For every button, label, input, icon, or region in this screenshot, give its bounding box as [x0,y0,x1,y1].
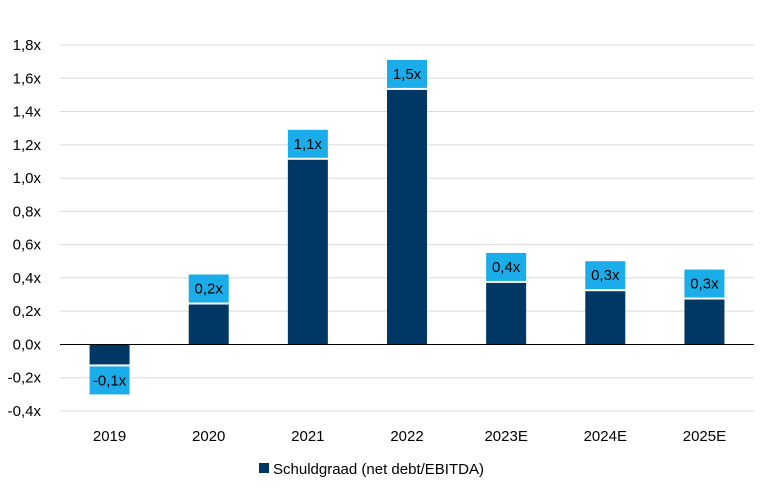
data-label-box [89,366,130,395]
y-tick-label: 0,8x [13,203,42,220]
data-label-text: 0,2x [195,281,224,298]
bar [486,282,527,345]
x-tick-label: 2022 [390,428,423,445]
bar [89,344,130,365]
y-tick-label: 0,6x [13,237,42,254]
data-label-text: -0,1x [93,372,127,389]
y-tick-label: 0,4x [13,270,42,287]
y-tick-label: 1,0x [13,170,42,187]
bars [89,89,725,365]
bar [585,291,626,345]
y-tick-label: 1,8x [13,37,42,54]
data-label: -0,1x [89,366,130,395]
x-axis-ticks: 2019 2020 2021 2022 2023E 2024E 2025E [93,428,726,445]
data-label-text: 0,4x [492,259,521,276]
data-label: 0,3x [684,269,725,298]
data-label-box [188,274,229,303]
data-label-text: 1,1x [294,136,323,153]
data-label-box [684,269,725,298]
y-tick-label: -0,4x [8,403,42,420]
data-label-text: 0,3x [591,267,620,284]
legend: Schuldgraad (net debt/EBITDA) [259,461,484,478]
x-tick-label: 2019 [93,428,126,445]
data-label-text: 1,5x [393,66,422,83]
data-label: 0,4x [486,252,527,281]
data-label-box [486,252,527,281]
y-axis-ticks: -0,4x -0,2x 0,0x 0,2x 0,4x 0,6x 0,8x 1,0x 1,2x 1,… [8,37,42,420]
legend-swatch [259,463,269,473]
y-tick-label: 1,4x [13,104,42,121]
x-tick-label: 2023E [484,428,527,445]
y-tick-label: 0,0x [13,336,42,353]
x-tick-label: 2021 [291,428,324,445]
bar [387,89,427,345]
bar [684,299,725,345]
x-tick-label: 2020 [192,428,225,445]
data-label-box [387,59,427,88]
data-label-box [585,261,626,290]
y-tick-label: 1,6x [13,70,42,87]
data-label: 0,3x [585,261,626,290]
data-label: 0,2x [188,274,229,303]
y-tick-label: -0,2x [8,370,42,387]
legend-label: Schuldgraad (net debt/EBITDA) [273,461,484,478]
y-tick-label: 0,2x [13,303,42,320]
data-label-box [287,129,328,158]
data-label: 1,5x [387,59,427,88]
x-tick-label: 2024E [584,428,627,445]
data-label: 1,1x [287,129,328,158]
data-labels: -0,1x 0,2x 1,1x 1,5x 0,4x 0,3x 0,3x [89,59,725,395]
data-label-text: 0,3x [690,276,719,293]
bar [188,304,229,345]
y-tick-label: 1,2x [13,137,42,154]
x-tick-label: 2025E [683,428,726,445]
bar [287,159,328,345]
